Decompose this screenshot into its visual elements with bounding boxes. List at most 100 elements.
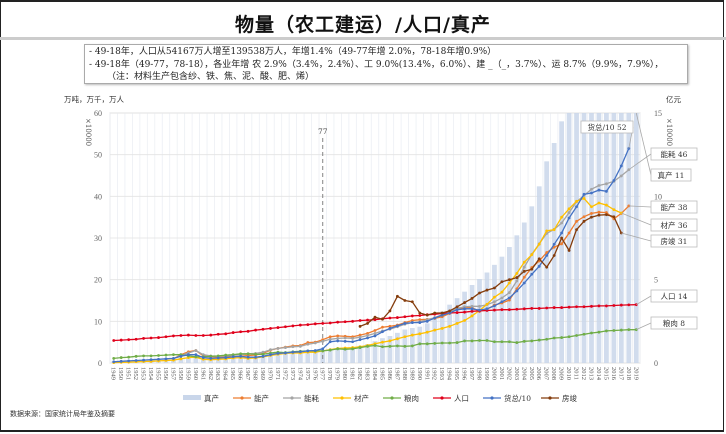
series-point	[164, 353, 168, 357]
series-point	[575, 334, 578, 337]
series-point	[321, 349, 325, 353]
series-point	[403, 315, 407, 319]
series-point	[343, 320, 347, 324]
left-tick-label: 40	[94, 192, 102, 201]
series-point	[172, 353, 175, 357]
callout-label-能耗: 能耗 46	[661, 149, 688, 159]
series-point	[507, 340, 511, 344]
series-point	[291, 345, 295, 349]
bar-real-output	[477, 279, 482, 363]
bar-real-output	[253, 357, 258, 363]
series-point	[284, 351, 287, 355]
series-point	[590, 191, 593, 195]
series-point	[552, 228, 556, 232]
series-point	[582, 332, 586, 336]
bar-real-output	[238, 356, 244, 363]
series-point	[605, 189, 608, 193]
series-point	[328, 340, 332, 344]
bar-real-output	[462, 291, 467, 363]
series-point	[597, 184, 601, 187]
series-point	[605, 304, 608, 308]
series-point	[560, 336, 564, 339]
series-point	[433, 311, 437, 315]
series-point	[410, 319, 414, 322]
x-tick-label: 1975	[304, 367, 311, 380]
series-point	[582, 305, 586, 309]
series-point	[269, 353, 272, 357]
x-tick-label: 1953	[140, 367, 147, 380]
series-point	[231, 353, 235, 357]
series-point	[149, 336, 153, 340]
x-tick-label: 1976	[311, 367, 318, 381]
x-tick-label: 2012	[580, 367, 587, 380]
x-tick-label: 1993	[438, 367, 445, 380]
bar-real-output	[521, 222, 527, 363]
series-point	[493, 304, 496, 308]
series-point	[395, 294, 399, 298]
callout-label-能产: 能产 38	[661, 202, 688, 212]
series-point	[575, 205, 578, 209]
bar-real-output	[559, 121, 565, 363]
bar-real-output	[611, 113, 617, 363]
bar-real-output	[365, 344, 370, 363]
series-point	[605, 329, 608, 333]
series-point	[410, 333, 414, 337]
left-tick-label: 20	[94, 276, 102, 285]
callout-box	[650, 289, 698, 303]
x-tick-label: 1969	[259, 367, 266, 380]
x-tick-label: 1973	[289, 367, 296, 380]
series-point	[470, 304, 474, 308]
series-point	[261, 350, 265, 354]
series-point	[500, 296, 504, 300]
series-point	[388, 316, 392, 320]
series-point	[425, 313, 429, 317]
bar-real-output	[223, 357, 229, 363]
x-tick-label: 1998	[476, 367, 483, 380]
series-point	[261, 327, 265, 331]
series-point	[149, 354, 153, 358]
series-point	[560, 221, 564, 225]
x-tick-label: 1974	[296, 367, 303, 381]
legend-swatch-真产	[183, 395, 201, 400]
series-point	[597, 210, 601, 214]
left-axis-multiplier: ×10000	[84, 118, 92, 146]
callout-box	[580, 120, 634, 134]
series-point	[254, 355, 257, 359]
x-tick-label: 1981	[349, 367, 356, 380]
series-point	[381, 317, 384, 321]
series-point	[328, 348, 332, 352]
series-point	[560, 231, 564, 235]
series-point	[545, 306, 549, 310]
x-tick-label: 2011	[573, 367, 580, 380]
callout-leader	[635, 112, 652, 176]
series-point	[142, 354, 145, 358]
series-point	[410, 321, 414, 324]
series-point	[119, 356, 123, 359]
series-point	[336, 320, 340, 324]
callout-box	[650, 218, 698, 232]
notes-box: - 49-18年，人口从54167万人增至139538万人，年增1.4%（49-…	[84, 44, 688, 84]
callout-leader	[636, 295, 652, 306]
series-point	[351, 337, 355, 340]
series-point	[537, 338, 541, 342]
series-point	[179, 334, 183, 337]
callout-leader	[621, 212, 652, 226]
series-point	[209, 333, 213, 337]
series-point	[627, 303, 631, 307]
series-point	[395, 324, 399, 328]
series-point	[425, 319, 429, 323]
series-point	[403, 335, 407, 339]
left-tick-label: 60	[94, 109, 102, 118]
series-point	[313, 322, 317, 326]
series-point	[142, 358, 145, 362]
series-point	[515, 279, 519, 283]
series-point	[537, 264, 541, 268]
series-point	[201, 356, 205, 359]
series-point	[186, 333, 190, 337]
x-tick-label: 1982	[356, 367, 363, 380]
bar-real-output	[574, 113, 579, 363]
series-point	[463, 301, 466, 304]
series-point	[605, 182, 608, 186]
series-point	[366, 336, 369, 340]
series-point	[246, 352, 250, 356]
